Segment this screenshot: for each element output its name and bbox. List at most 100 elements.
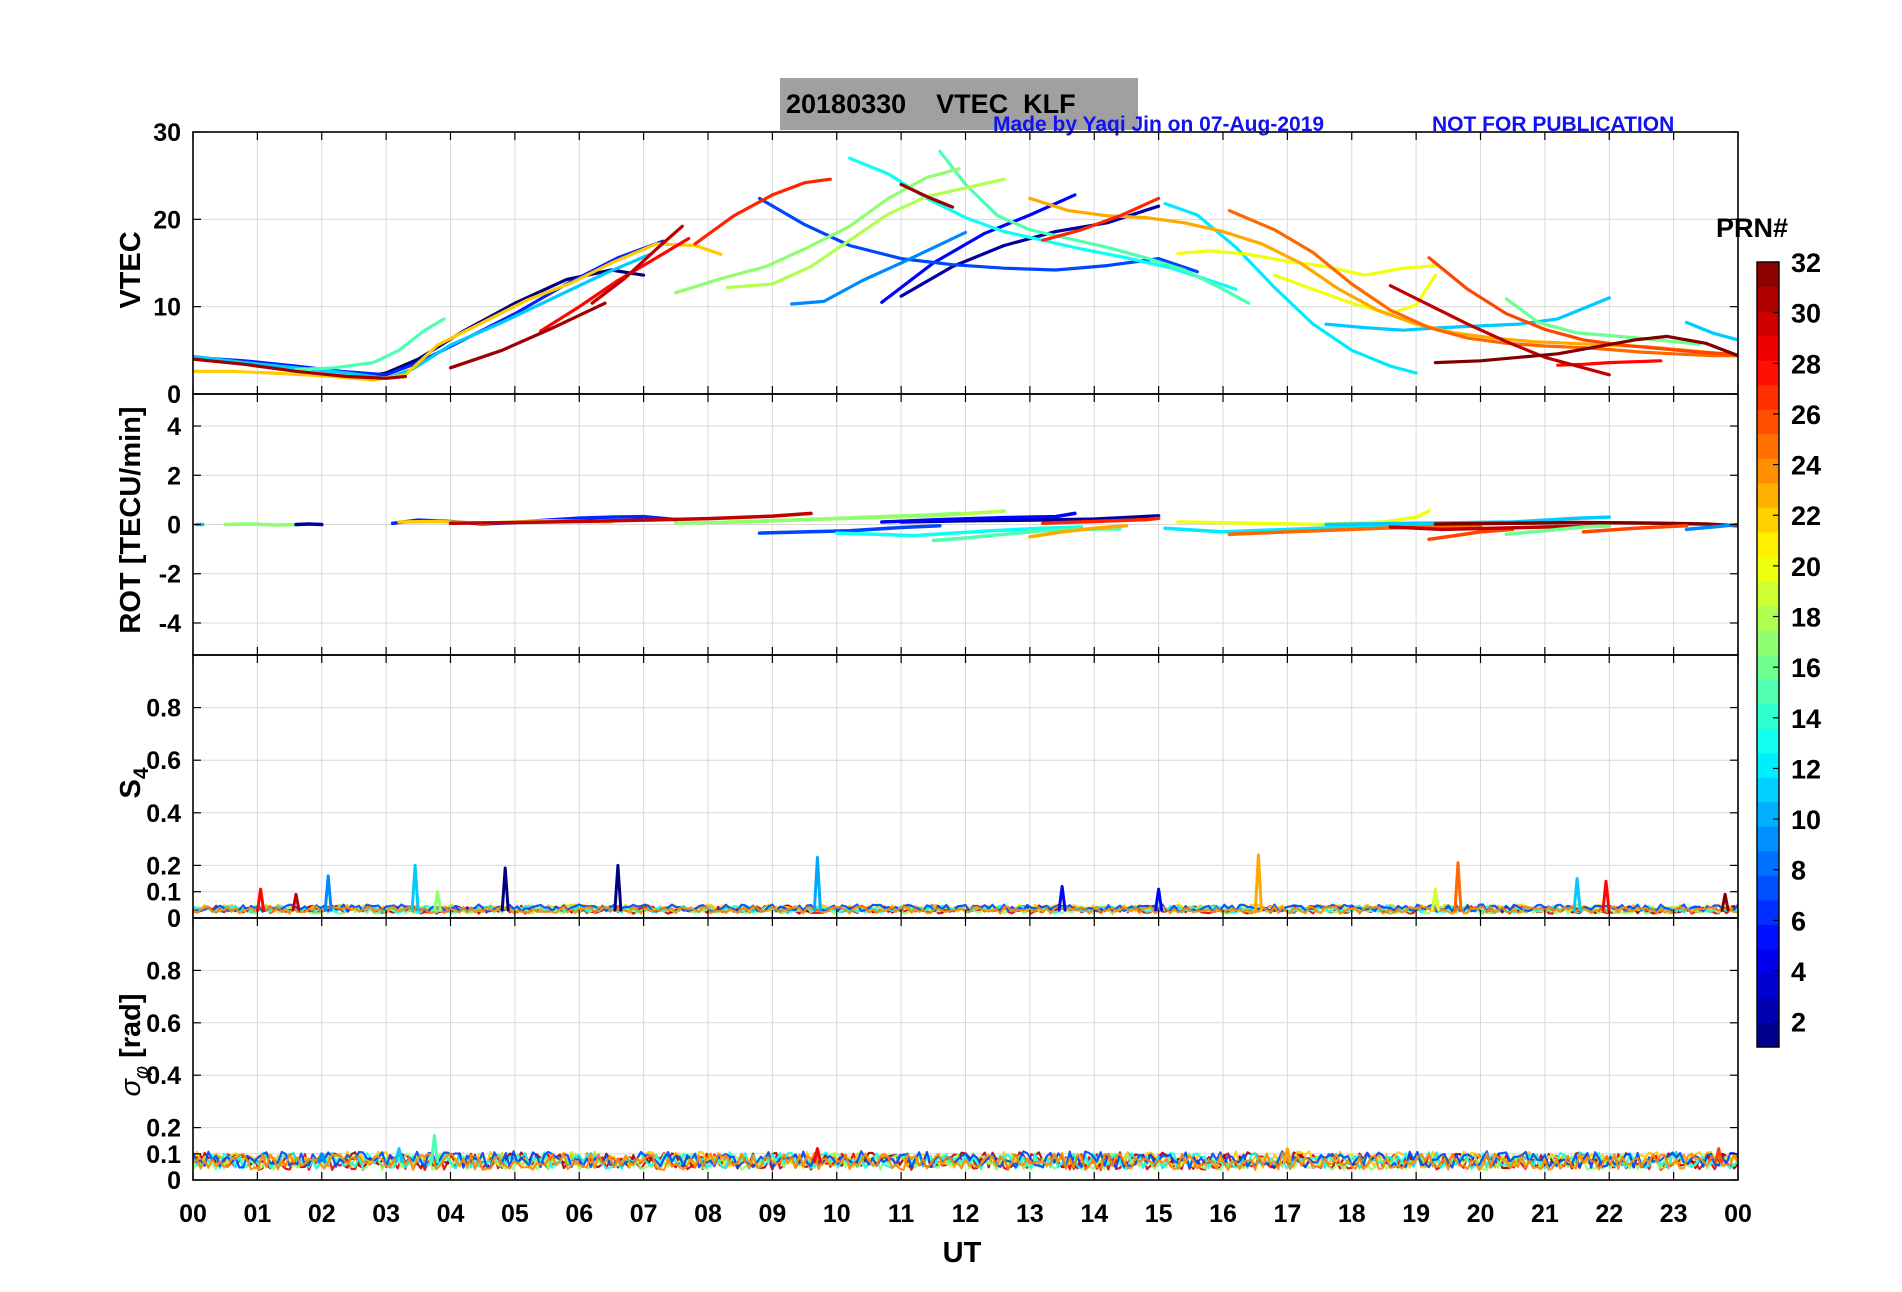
not-for-publication-text: NOT FOR PUBLICATION <box>1432 113 1674 136</box>
colorbar-tick-label: 18 <box>1791 603 1821 633</box>
colorbar-tick-label: 6 <box>1791 906 1806 936</box>
colorbar-segment <box>1757 997 1779 1024</box>
colorbar-segment <box>1757 948 1779 975</box>
sigma_phi-spike-prn11 <box>394 1147 404 1164</box>
rot-trace-prn26 <box>1427 527 1515 542</box>
sigma_phi-spike-prn9 <box>317 1152 327 1164</box>
s4-spike-prn1 <box>613 863 623 912</box>
xtick-label: 04 <box>437 1200 465 1228</box>
vtec-trace-prn31 <box>899 182 955 209</box>
s4-y-ticks: 00.10.2 0.4 0.6 0.8 <box>146 695 1738 933</box>
s4-spike-prn25 <box>1453 861 1463 912</box>
vtec-trace-prn27 <box>1041 196 1161 242</box>
sigma_phi-spike-prn26 <box>1714 1147 1724 1164</box>
colorbar-segment <box>1757 556 1779 582</box>
colorbar-segment <box>1757 360 1779 386</box>
vtec-trace-prn5 <box>880 193 1077 304</box>
colorbar-segment <box>1757 973 1779 999</box>
sigma_phi-ytick-label: 0.1 <box>146 1141 181 1169</box>
colorbar-tick-label: 32 <box>1791 248 1821 278</box>
vtec-trace-prn31 <box>193 357 407 380</box>
xtick-label: 20 <box>1467 1200 1495 1228</box>
rot-trace-prn25 <box>1227 523 1483 537</box>
xtick-label: 07 <box>630 1200 658 1228</box>
rot-trace-prn26 <box>1581 523 1689 534</box>
colorbar-segment <box>1757 777 1779 803</box>
s4-ytick-label: 0.2 <box>146 852 181 880</box>
rot-trace-prn16 <box>1504 523 1612 537</box>
rot-trace-prn17 <box>223 522 305 527</box>
sigma_phi-y-ticks: 00.10.2 0.4 0.6 0.8 <box>146 957 1738 1195</box>
rot-trace-prn13 <box>835 525 1084 538</box>
vtec-trace-prn30 <box>1388 284 1611 377</box>
vtec-traces <box>193 149 1738 382</box>
xtick-label: 19 <box>1402 1200 1430 1228</box>
colorbar-tick-label: 28 <box>1791 349 1821 379</box>
vtec-ytick-label: 0 <box>167 381 181 409</box>
vtec-trace-prn26 <box>1427 256 1738 357</box>
xtick-label: 23 <box>1660 1200 1688 1228</box>
s4-spike-prn30 <box>291 892 301 912</box>
s4-spike-prn19 <box>1430 887 1440 912</box>
rot-trace-prn30 <box>448 511 813 526</box>
rot-trace-prn7 <box>757 523 942 535</box>
rot-trace-prn27 <box>1041 516 1161 526</box>
sigma-phi-panel: 00.10.2 0.4 0.6 0.8 00 01 02 03 04 05 06 07 08 09 10 11… <box>146 917 1752 1228</box>
colorbar-tick-label: 20 <box>1791 552 1821 582</box>
xtick-label: 17 <box>1273 1200 1301 1228</box>
vtec-trace-prn32 <box>1433 334 1738 365</box>
colorbar-segment <box>1757 580 1779 607</box>
s4-ytick-label: 0.6 <box>146 747 181 775</box>
rot-trace-prn30 <box>1388 523 1612 532</box>
rot-y-ticks: -4 -2 0 2 4 <box>159 413 1738 638</box>
vtec-trace-prn28 <box>538 236 691 333</box>
colorbar-segment <box>1757 875 1779 901</box>
vtec-trace-prn11 <box>1684 320 1738 342</box>
s4-spike-prn17 <box>433 890 443 912</box>
sigma-phi-y-label: σφ [rad] <box>115 993 153 1096</box>
colorbar-segment <box>1757 433 1779 459</box>
xtick-label: 12 <box>952 1200 980 1228</box>
colorbar-segment <box>1757 654 1779 680</box>
colorbar-segment <box>1757 679 1779 705</box>
xtick-label: 15 <box>1145 1200 1173 1228</box>
vtec-trace-prn18 <box>725 177 1006 290</box>
colorbar-segment <box>1757 531 1779 557</box>
colorbar-tick-label: 8 <box>1791 856 1806 886</box>
rot-ytick-label: 0 <box>167 512 181 540</box>
title-box <box>780 78 1138 130</box>
rot-trace-prn9 <box>1684 522 1738 532</box>
xtick-label: 00 <box>179 1200 207 1228</box>
x-axis-label: UT <box>943 1237 982 1269</box>
vtec-trace-prn31 <box>448 301 607 370</box>
xtick-label: 01 <box>243 1200 271 1228</box>
colorbar-segment <box>1757 458 1779 484</box>
credit-text: Made by Yaqi Jin on 07-Aug-2019 <box>993 113 1324 136</box>
vtec-ytick-label: 20 <box>153 206 181 234</box>
rot-trace-prn5 <box>880 511 1077 524</box>
s4-spike-prn5 <box>1154 887 1164 912</box>
colorbar-segment <box>1757 752 1779 778</box>
s4-spike-prn9 <box>323 874 333 912</box>
colorbar-segment <box>1757 629 1779 656</box>
colorbar-segment <box>1757 286 1779 312</box>
rot-trace-prn2 <box>294 522 324 527</box>
sigma_phi-spike-prn15 <box>429 1134 439 1164</box>
s4-spike-prn5 <box>1057 884 1067 912</box>
colorbar-segment <box>1757 826 1779 852</box>
vtec-ytick-label: 10 <box>153 294 181 322</box>
rot-y-label: ROT [TECU/min] <box>115 406 147 633</box>
s4-spike-prn32 <box>1720 892 1730 912</box>
colorbar-segment <box>1757 1022 1779 1048</box>
colorbar-segment <box>1757 262 1779 288</box>
xtick-label: 05 <box>501 1200 529 1228</box>
colorbar-tick-label: 4 <box>1791 957 1806 987</box>
xtick-label: 22 <box>1595 1200 1623 1228</box>
vtec-trace-prn17 <box>674 167 961 295</box>
colorbar-tick-label: 22 <box>1791 501 1821 531</box>
xtick-label: 11 <box>888 1200 915 1228</box>
sigma_phi-ytick-label: 0.4 <box>146 1062 181 1090</box>
figure-title: 20180330 VTEC KLF <box>786 89 1076 119</box>
